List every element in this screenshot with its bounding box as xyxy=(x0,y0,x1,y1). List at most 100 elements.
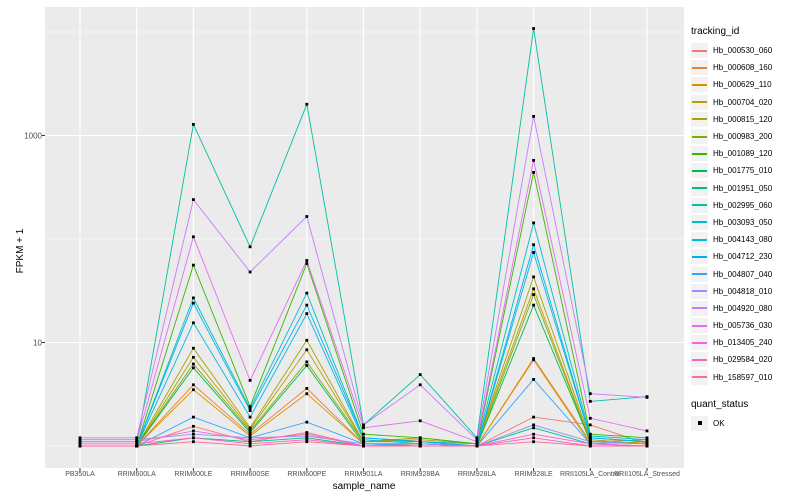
data-point xyxy=(248,405,252,408)
data-point xyxy=(418,440,422,444)
data-point xyxy=(248,432,252,436)
data-point xyxy=(192,346,195,350)
data-point xyxy=(588,444,592,448)
line-swatch-color xyxy=(692,187,707,190)
legend-item-label: Hb_000530_060 xyxy=(713,46,773,56)
x-tick-label-RRIM901LA: RRIM901LA xyxy=(344,471,383,478)
data-point xyxy=(418,383,422,387)
legend: tracking_id Hb_000530_060 Hb_000608_160 Hb… xyxy=(691,26,799,432)
data-point xyxy=(305,215,309,218)
data-point xyxy=(135,436,139,440)
data-point xyxy=(78,444,82,448)
data-point xyxy=(248,438,252,442)
legend-title-tracking-id: tracking_id xyxy=(691,26,740,37)
legend-item-label: Hb_004143_080 xyxy=(713,235,773,245)
data-point xyxy=(418,373,422,376)
data-point xyxy=(645,429,649,433)
legend-item-label: Hb_000629_110 xyxy=(713,80,772,90)
data-point xyxy=(248,431,252,434)
data-point xyxy=(135,442,139,446)
data-point xyxy=(588,416,592,420)
data-point xyxy=(588,442,592,446)
data-point xyxy=(588,400,592,403)
data-point xyxy=(192,432,195,436)
data-point xyxy=(532,432,535,436)
line-swatch xyxy=(691,60,708,76)
data-point xyxy=(192,296,195,300)
legend-item-Hb_004143_080: Hb_004143_080 xyxy=(691,231,799,248)
legend-item-label: Hb_002995_060 xyxy=(713,200,773,210)
legend-item-Hb_001951_050: Hb_001951_050 xyxy=(691,180,799,197)
legend-item-Hb_004818_010: Hb_004818_010 xyxy=(691,283,799,300)
data-point xyxy=(532,159,535,162)
line-swatch xyxy=(691,111,708,127)
line-swatch xyxy=(691,43,708,59)
data-point xyxy=(418,436,422,440)
data-point xyxy=(248,427,252,431)
legend-item-label: Hb_000704_020 xyxy=(713,97,773,107)
line-swatch-color xyxy=(692,204,707,207)
data-point xyxy=(305,420,309,424)
data-point xyxy=(305,259,309,262)
data-point xyxy=(362,432,365,436)
data-point xyxy=(305,291,309,295)
legend-item-Hb_001775_010: Hb_001775_010 xyxy=(691,162,799,179)
legend-item-label: Hb_004818_010 xyxy=(713,286,773,296)
data-point xyxy=(192,321,195,325)
data-point xyxy=(532,436,535,440)
legend-quant-status: quant_status OK xyxy=(691,399,799,432)
data-point xyxy=(192,362,195,366)
data-point xyxy=(418,419,422,423)
data-point xyxy=(532,275,535,279)
data-point xyxy=(135,444,139,448)
data-point xyxy=(248,442,252,446)
data-point xyxy=(645,438,649,442)
data-point xyxy=(418,438,422,442)
data-point xyxy=(588,438,592,442)
legend-title-quant-status: quant_status xyxy=(691,398,749,410)
data-point xyxy=(135,438,139,442)
data-point xyxy=(78,442,82,446)
data-point xyxy=(532,251,535,254)
legend-item-label: Hb_158597_010 xyxy=(713,372,773,382)
legend-item-label: Hb_029584_020 xyxy=(713,355,773,365)
legend-item-Hb_000629_110: Hb_000629_110 xyxy=(691,76,799,93)
data-point xyxy=(192,388,195,392)
data-point xyxy=(362,438,365,442)
x-tick-label-RRIM600SE: RRIM600SE xyxy=(230,471,270,478)
data-point xyxy=(588,392,592,396)
data-point xyxy=(305,348,309,352)
legend-tracking-keys: Hb_000530_060 Hb_000608_160 Hb_000629_110 H… xyxy=(691,42,799,386)
line-swatch-color xyxy=(692,376,707,379)
legend-item-Hb_002995_060: Hb_002995_060 xyxy=(691,197,799,214)
data-point xyxy=(362,442,365,446)
line-swatch xyxy=(691,335,708,351)
data-point xyxy=(362,426,365,430)
data-point xyxy=(645,436,649,440)
data-point xyxy=(305,436,309,440)
plot-panel xyxy=(45,7,684,468)
line-swatch-color xyxy=(692,83,707,86)
data-point xyxy=(305,364,309,367)
data-point xyxy=(135,440,139,444)
data-point xyxy=(588,436,592,440)
data-point xyxy=(305,434,309,438)
data-point xyxy=(192,198,195,201)
data-point xyxy=(532,423,535,427)
legend-item-Hb_004920_080: Hb_004920_080 xyxy=(691,300,799,317)
x-tick-label-RRIM600LE: RRIM600LE xyxy=(174,471,213,478)
legend-item-label: Hb_000983_200 xyxy=(713,132,773,142)
data-point xyxy=(475,442,479,446)
line-swatch-color xyxy=(692,273,707,276)
legend-item-Hb_000983_200: Hb_000983_200 xyxy=(691,128,799,145)
line-swatch xyxy=(691,369,708,385)
legend-item-label: Hb_004712_230 xyxy=(713,252,773,262)
data-point xyxy=(248,426,252,430)
data-point xyxy=(192,429,195,433)
data-point xyxy=(588,432,592,436)
data-point xyxy=(362,444,365,448)
data-point xyxy=(248,444,252,448)
line-swatch-color xyxy=(692,169,707,172)
data-point xyxy=(645,396,649,399)
